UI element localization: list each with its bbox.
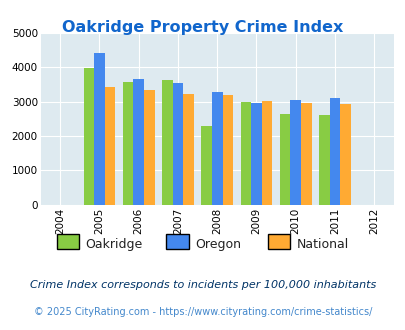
Bar <box>211 92 222 205</box>
Text: National: National <box>296 238 348 251</box>
Bar <box>162 80 172 205</box>
Bar <box>183 94 193 205</box>
Bar <box>123 82 133 205</box>
Text: Oakridge Property Crime Index: Oakridge Property Crime Index <box>62 20 343 35</box>
Bar <box>279 114 290 205</box>
Bar <box>251 103 261 205</box>
Bar <box>172 83 183 205</box>
Bar <box>300 103 311 205</box>
Bar <box>94 53 104 205</box>
Bar <box>240 102 251 205</box>
Bar <box>290 100 300 205</box>
Bar <box>339 104 350 205</box>
Text: Crime Index corresponds to incidents per 100,000 inhabitants: Crime Index corresponds to incidents per… <box>30 280 375 290</box>
Bar <box>261 101 272 205</box>
Bar <box>133 79 144 205</box>
Bar <box>104 87 115 205</box>
Bar <box>329 98 339 205</box>
Bar <box>201 126 211 205</box>
Text: © 2025 CityRating.com - https://www.cityrating.com/crime-statistics/: © 2025 CityRating.com - https://www.city… <box>34 307 371 317</box>
Text: Oakridge: Oakridge <box>85 238 142 251</box>
Bar <box>83 68 94 205</box>
Text: Oregon: Oregon <box>194 238 240 251</box>
Bar <box>318 115 329 205</box>
Bar <box>144 90 154 205</box>
Bar <box>222 95 232 205</box>
